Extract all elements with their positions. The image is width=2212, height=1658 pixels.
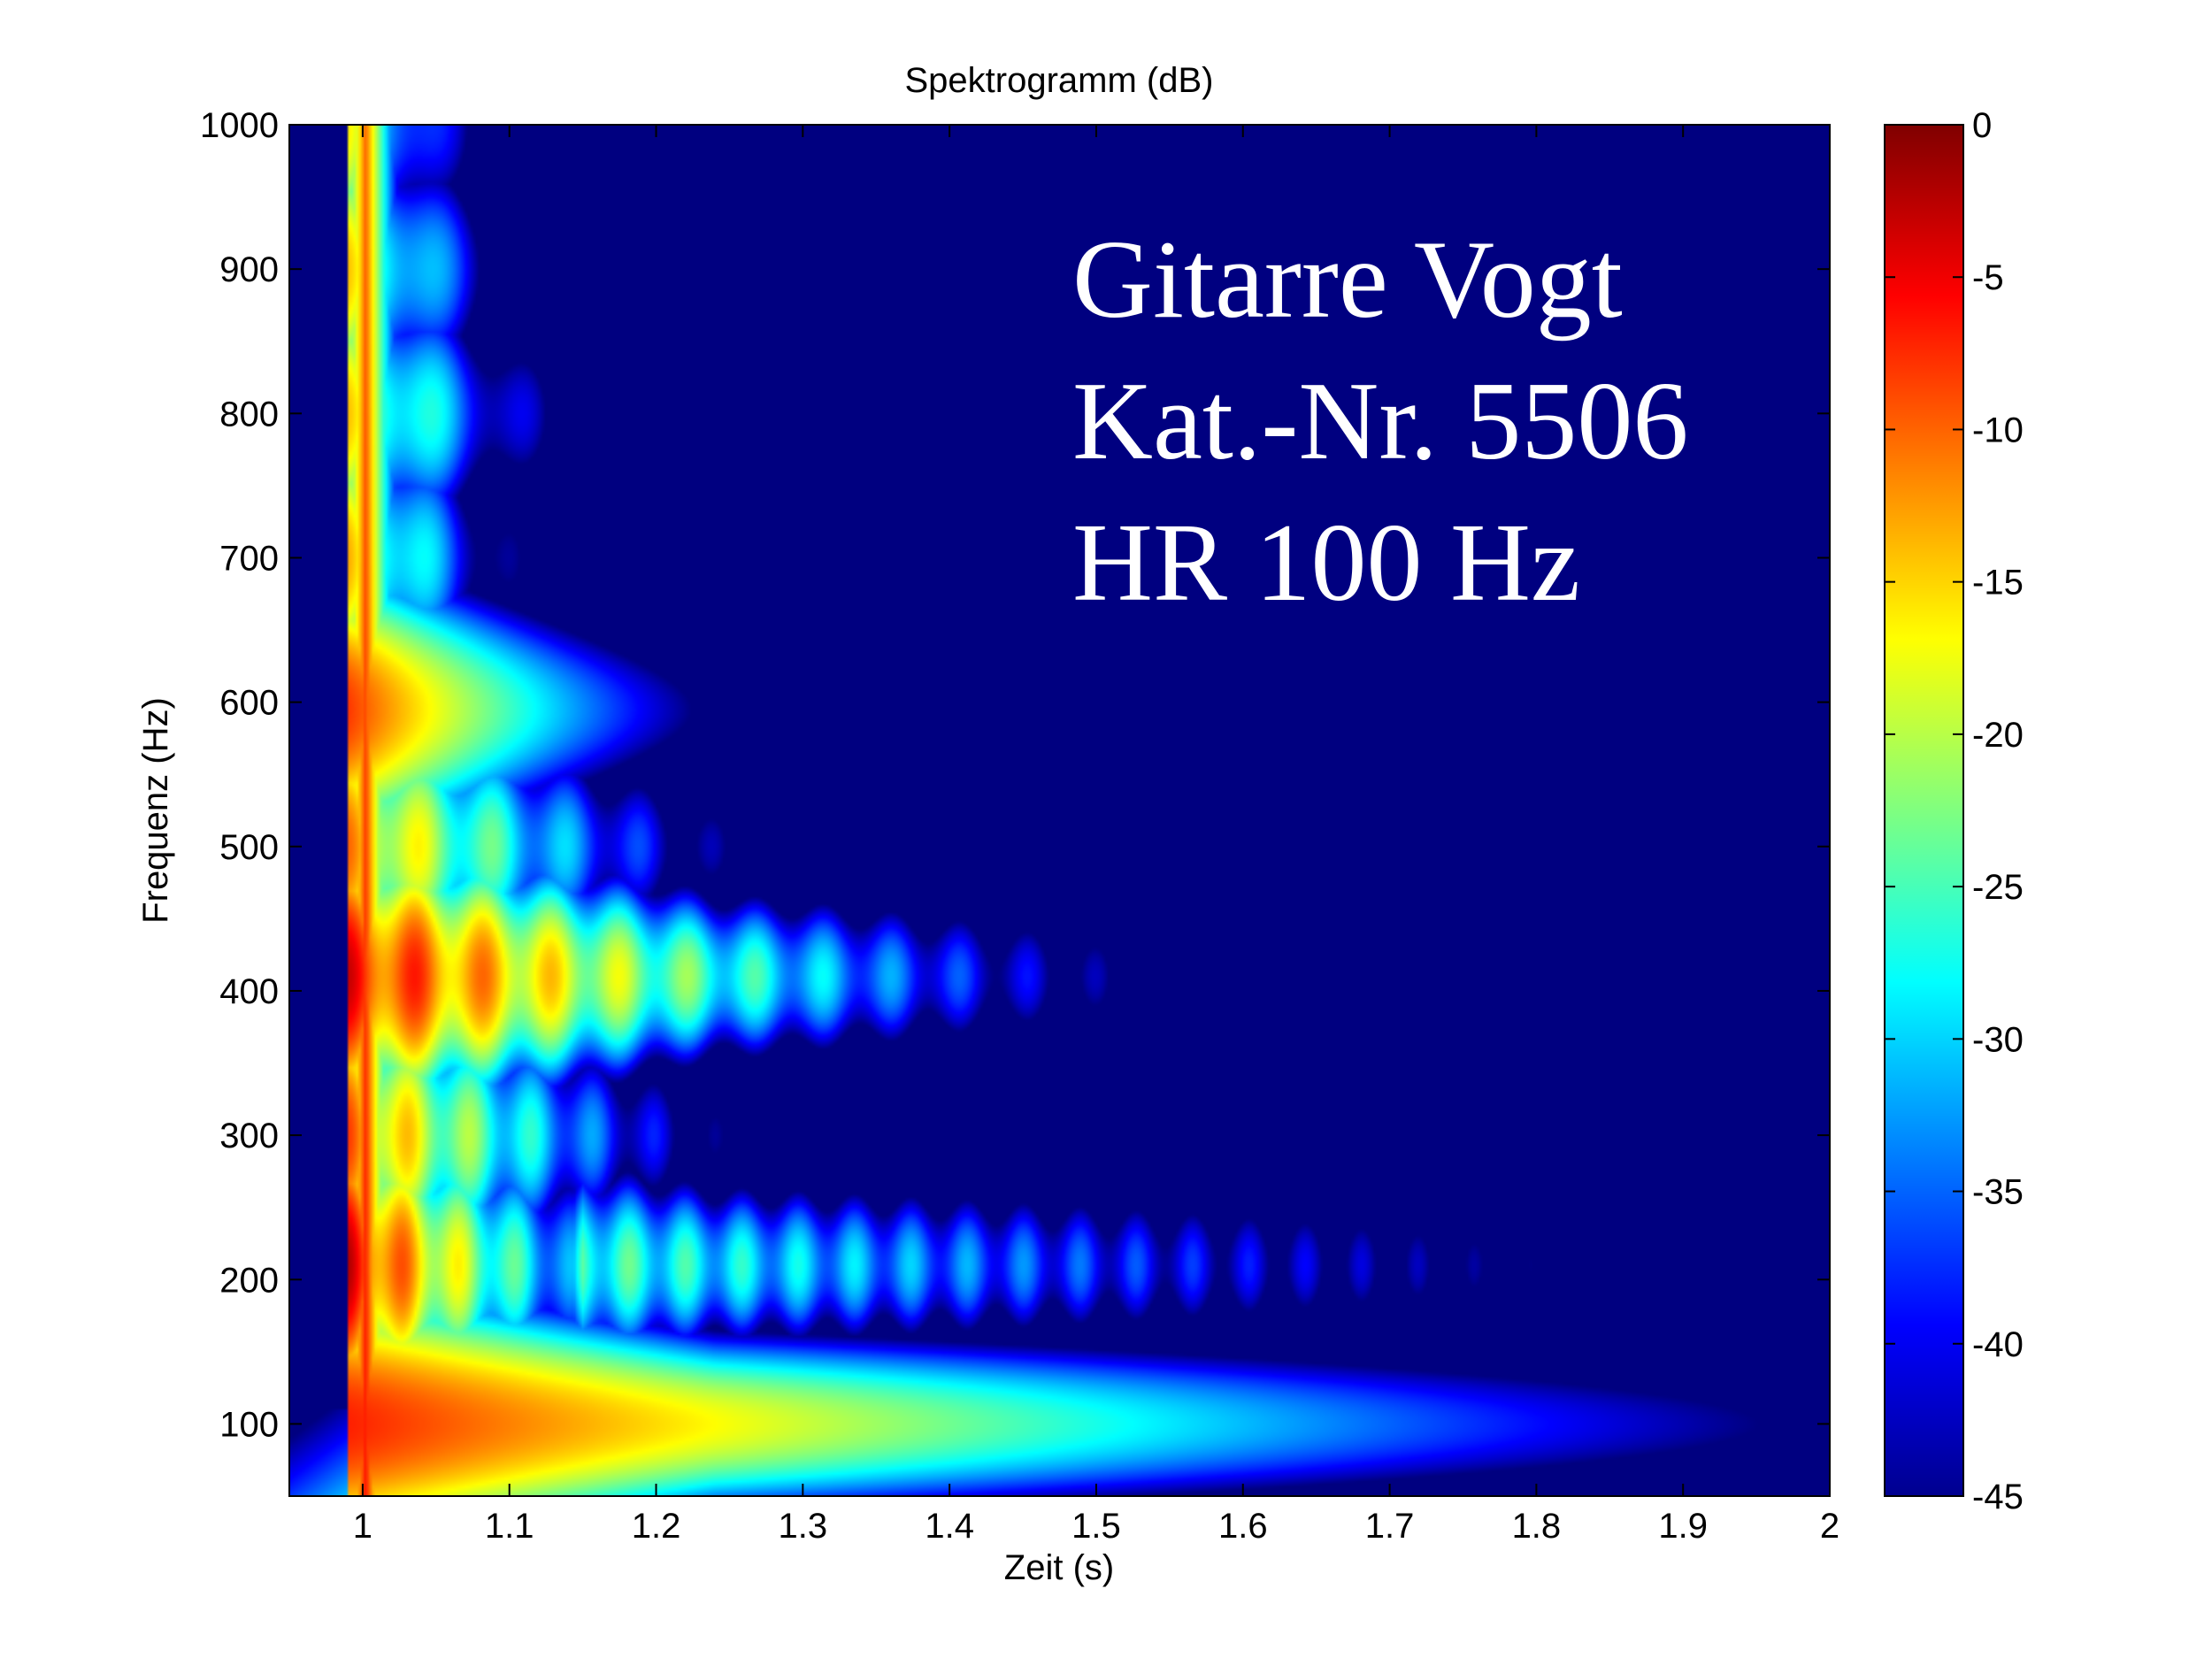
y-tick-label: 300	[219, 1117, 279, 1155]
y-tick-label: 100	[219, 1405, 279, 1444]
x-tick-label: 1.5	[1071, 1507, 1121, 1546]
plot-annotation: Gitarre Vogt Kat.-Nr. 5506 HR 100 Hz	[1072, 219, 1688, 625]
y-tick-label: 200	[219, 1261, 279, 1300]
annotation-line-instrument: Gitarre Vogt	[1072, 219, 1623, 342]
x-tick-label: 1.1	[485, 1507, 534, 1546]
x-tick-label: 1	[353, 1507, 373, 1546]
y-axis-label: Frequenz (Hz)	[136, 697, 175, 924]
x-axis-label: Zeit (s)	[1004, 1548, 1114, 1587]
colorbar-tick-label: -45	[1972, 1478, 2024, 1516]
annotation-line-catalog: Kat.-Nr. 5506	[1072, 360, 1688, 483]
x-tick-label: 1.3	[779, 1507, 828, 1546]
colorbar-tick-label: -40	[1972, 1325, 2024, 1364]
x-tick-label: 1.4	[925, 1507, 974, 1546]
colorbar-tick-label: -35	[1972, 1173, 2024, 1212]
x-axis-ticks: 1 1.1 1.2 1.3 1.4 1.5 1.6 1.7 1.8 1.9 2	[353, 125, 1839, 1546]
colorbar-tick-label: -10	[1972, 411, 2024, 449]
x-tick-label: 1.9	[1658, 1507, 1708, 1546]
chart-title: Spektrogramm (dB)	[905, 61, 1214, 100]
colorbar-tick-label: 0	[1972, 106, 1992, 145]
colorbar-tick-label: -15	[1972, 564, 2024, 603]
y-tick-label: 600	[219, 684, 279, 723]
y-tick-label: 400	[219, 972, 279, 1011]
x-tick-label: 1.2	[632, 1507, 681, 1546]
colorbar-tick-label: -25	[1972, 868, 2024, 907]
colorbar-tick-label: -30	[1972, 1020, 2024, 1059]
x-tick-label: 1.7	[1365, 1507, 1415, 1546]
y-tick-label: 1000	[200, 106, 279, 145]
plot-area	[288, 124, 1831, 1497]
x-tick-label: 1.6	[1218, 1507, 1268, 1546]
y-axis-ticks: 100 200 300 400 500 600 700 800 900 1000	[200, 106, 1830, 1444]
y-tick-label: 800	[219, 395, 279, 434]
y-tick-label: 700	[219, 539, 279, 578]
x-tick-label: 2	[1820, 1507, 1839, 1546]
spectrogram-heatmap	[289, 125, 1830, 1496]
colorbar-tick-label: -5	[1972, 258, 2004, 297]
y-tick-label: 500	[219, 828, 279, 867]
y-tick-label: 900	[219, 250, 279, 289]
colorbar: 0 -5 -10 -15 -20 -25 -30 -35 -40 -45	[1884, 106, 2024, 1516]
colorbar-gradient	[1884, 124, 1964, 1497]
colorbar-ticks: 0 -5 -10 -15 -20 -25 -30 -35 -40 -45	[1885, 106, 2024, 1516]
plot-frame	[288, 124, 1831, 1497]
annotation-line-resonance: HR 100 Hz	[1072, 502, 1580, 625]
colorbar-tick-label: -20	[1972, 716, 2024, 755]
x-tick-label: 1.8	[1512, 1507, 1562, 1546]
